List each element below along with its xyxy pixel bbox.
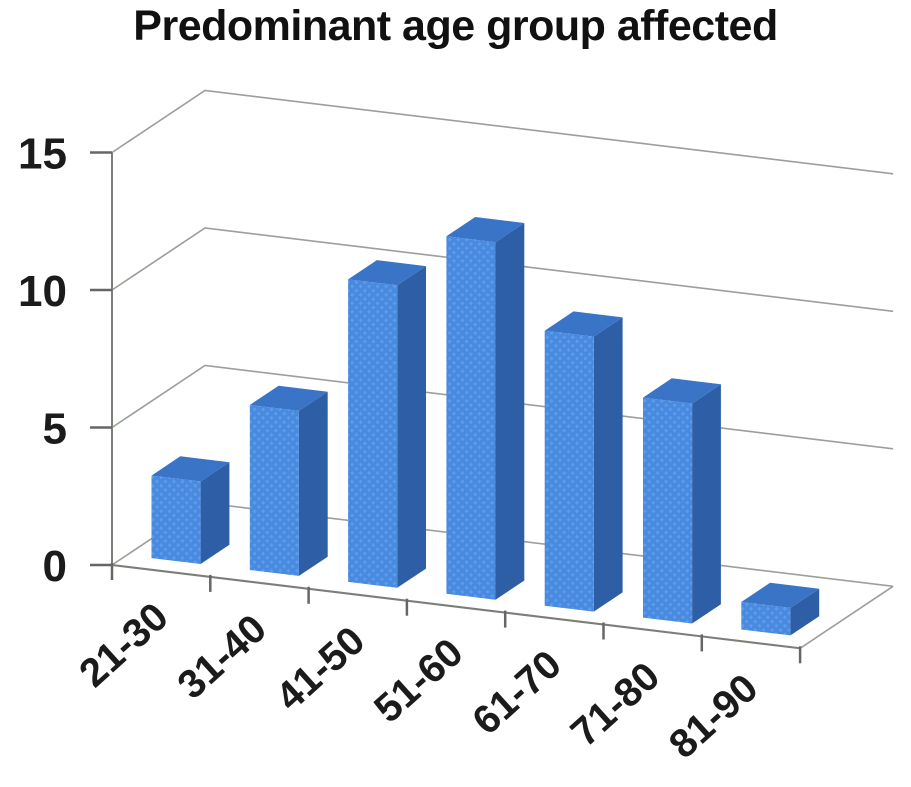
y-axis-label-0: 0: [43, 542, 67, 591]
bar-top-face: [446, 217, 525, 243]
x-axis-line: [111, 564, 801, 650]
bar-side-face: [397, 266, 426, 588]
bar-71-80: [643, 378, 721, 624]
x-axis-label-71-80: 71-80: [563, 654, 668, 755]
chart-title: Predominant age group affected: [133, 2, 778, 50]
y-axis-label-10: 10: [18, 267, 67, 316]
bar-31-40: [249, 385, 328, 576]
bar-front-face: [151, 475, 201, 564]
bar-side-face: [593, 317, 623, 612]
bar-top-face: [741, 582, 820, 608]
x-axis-label-81-90: 81-90: [661, 666, 766, 767]
bar-front-face: [249, 405, 299, 576]
bar-top-face: [643, 378, 721, 404]
bar-top-face: [544, 311, 623, 337]
x-axis-label-31-40: 31-40: [169, 606, 274, 707]
y-axis-label-5: 5: [43, 405, 67, 454]
y-axis-label-15: 15: [18, 130, 67, 179]
bar-41-50: [348, 260, 426, 588]
x-axis-label-51-60: 51-60: [366, 630, 471, 731]
bar-front-face: [446, 236, 496, 600]
bar-front-face: [643, 397, 693, 624]
gridline-10: [111, 227, 894, 313]
bar-side-face: [298, 391, 328, 576]
bar-top-face: [151, 456, 230, 482]
x-axis-label-41-50: 41-50: [268, 618, 373, 719]
bar-61-70: [544, 311, 623, 612]
bar-front-face: [741, 602, 791, 636]
gridline-15: [111, 89, 894, 175]
bar-top-face: [348, 260, 426, 286]
bar-side-face: [495, 223, 525, 600]
bar-side-face: [692, 384, 721, 624]
x-axis-label-61-70: 61-70: [464, 642, 569, 743]
bar-side-face: [790, 588, 820, 636]
bar-top-face: [249, 385, 328, 411]
bar-front-face: [544, 330, 594, 612]
bar-front-face: [348, 279, 398, 588]
bar-51-60: [446, 217, 525, 600]
bar-81-90: [741, 582, 820, 636]
bar-21-30: [151, 456, 230, 564]
floor-right-edge: [799, 585, 894, 649]
bar-side-face: [200, 462, 230, 564]
x-axis-label-21-30: 21-30: [71, 595, 176, 696]
